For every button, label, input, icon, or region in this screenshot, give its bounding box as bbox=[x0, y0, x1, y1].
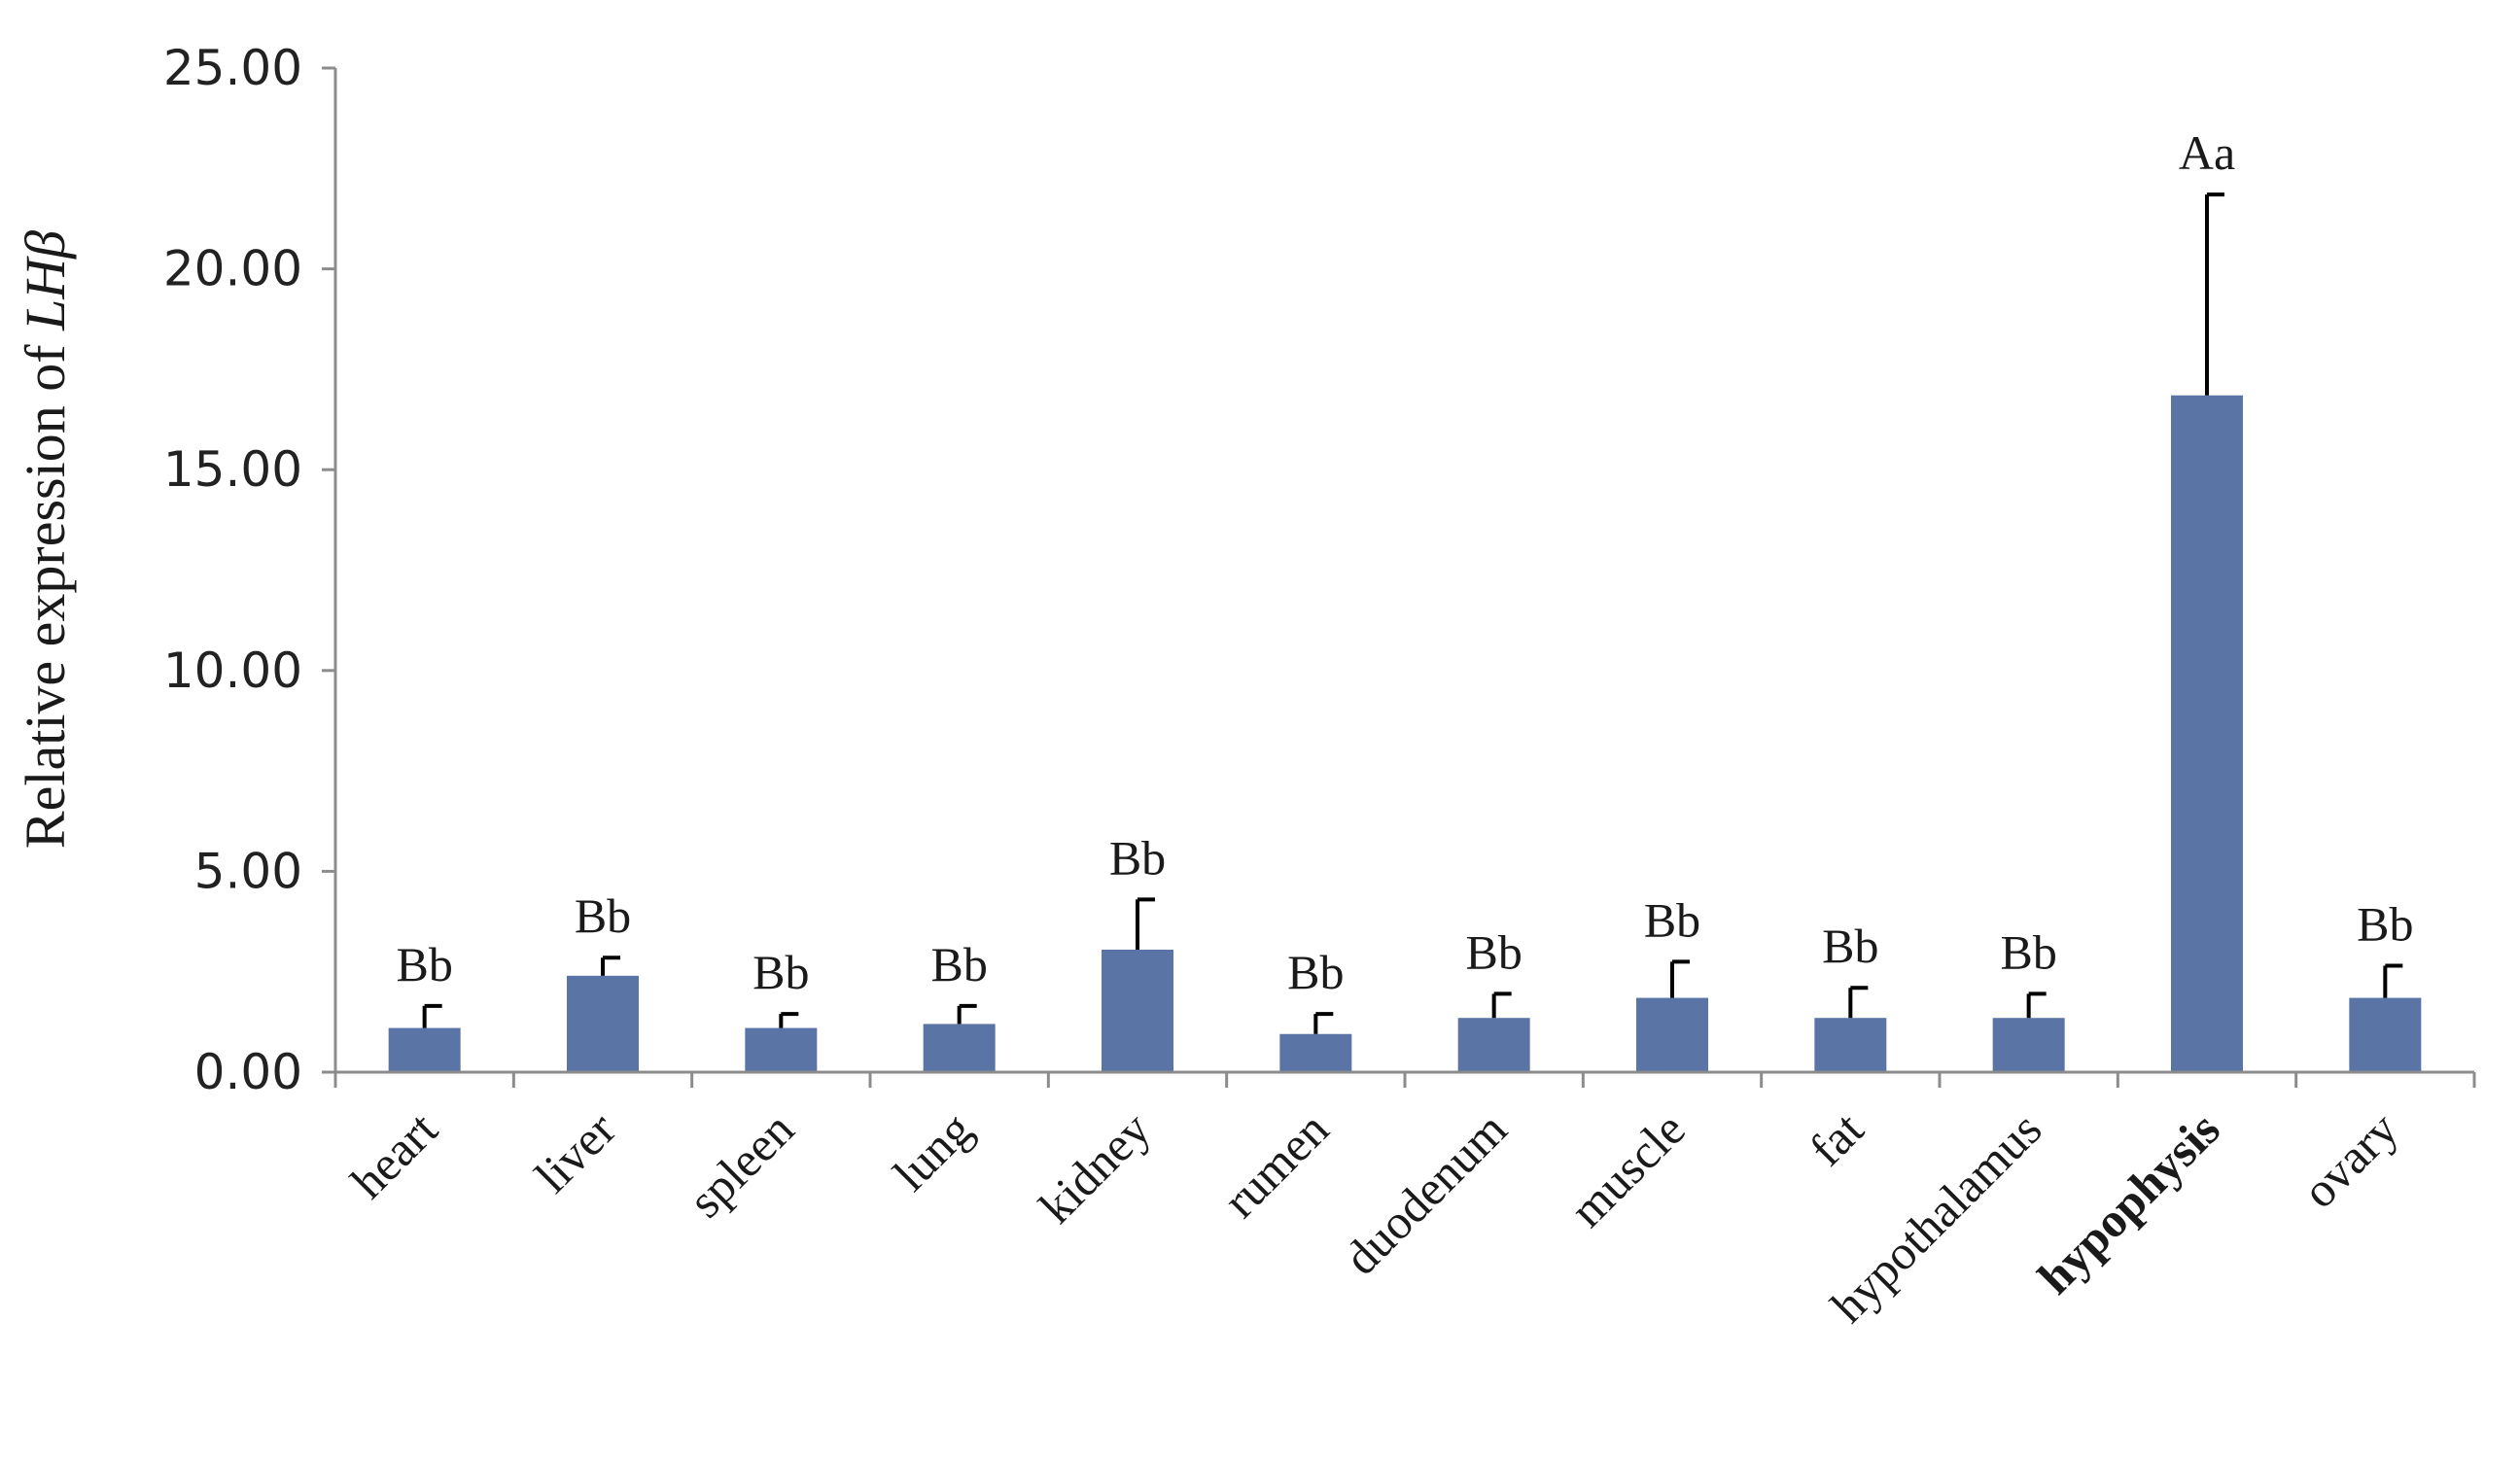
bar-muscle bbox=[1636, 997, 1708, 1072]
data-label-hypophysis: Aa bbox=[2179, 125, 2235, 180]
category-label-liver: liver bbox=[524, 1101, 626, 1203]
y-tick-label: 15.00 bbox=[163, 441, 302, 498]
category-label-ovary: ovary bbox=[2292, 1101, 2408, 1218]
bars-group bbox=[388, 395, 2422, 1072]
data-label-spleen: Bb bbox=[752, 945, 809, 999]
y-tick-label: 5.00 bbox=[194, 843, 302, 899]
data-label-kidney: Bb bbox=[1109, 830, 1166, 885]
y-tick-label: 10.00 bbox=[163, 643, 302, 699]
data-label-liver: Bb bbox=[575, 888, 631, 943]
error-bars-group bbox=[422, 192, 2403, 1034]
bar-lung bbox=[923, 1024, 996, 1072]
bar-duodenum bbox=[1457, 1018, 1530, 1072]
category-label-muscle: muscle bbox=[1559, 1101, 1696, 1237]
y-axis-title-gene: LHβ bbox=[14, 230, 77, 331]
data-label-duodenum: Bb bbox=[1465, 924, 1522, 979]
category-label-heart: heart bbox=[340, 1101, 447, 1208]
bar-hypophysis bbox=[2171, 395, 2243, 1072]
data-label-rumen: Bb bbox=[1287, 945, 1344, 999]
bar-spleen bbox=[745, 1027, 818, 1072]
bar-liver bbox=[567, 975, 639, 1072]
category-label-fat: fat bbox=[1799, 1101, 1873, 1176]
y-tick-label: 0.00 bbox=[194, 1044, 302, 1100]
data-label-hypothalamus: Bb bbox=[2000, 924, 2056, 979]
bar-ovary bbox=[2349, 997, 2422, 1072]
bar-fat bbox=[1814, 1018, 1887, 1072]
category-label-duodenum: duodenum bbox=[1334, 1101, 1518, 1285]
bar-hypothalamus bbox=[1992, 1018, 2065, 1072]
y-tick-label: 20.00 bbox=[163, 241, 302, 297]
data-label-lung: Bb bbox=[930, 937, 987, 991]
category-label-spleen: spleen bbox=[678, 1101, 804, 1228]
data-labels-group: Bb Bb Bb Bb Bb Bb Bb Bb Bb Bb Aa Bb bbox=[396, 125, 2413, 999]
y-axis: 0.00 5.00 10.00 15.00 20.00 25.00 bbox=[163, 40, 337, 1100]
bar-heart bbox=[388, 1027, 461, 1072]
category-label-rumen: rumen bbox=[1212, 1101, 1339, 1228]
data-label-ovary: Bb bbox=[2357, 897, 2413, 952]
category-label-kidney: kidney bbox=[1029, 1101, 1161, 1234]
data-label-fat: Bb bbox=[1822, 919, 1878, 973]
bar-kidney bbox=[1102, 949, 1173, 1072]
y-axis-title: Relative expression of LHβ bbox=[14, 230, 77, 849]
bar-rumen bbox=[1279, 1033, 1352, 1072]
x-axis bbox=[333, 1070, 2476, 1088]
category-label-hypophysis: hypophysis bbox=[2027, 1101, 2230, 1304]
category-label-lung: lung bbox=[883, 1101, 982, 1200]
data-label-muscle: Bb bbox=[1644, 892, 1700, 947]
data-label-heart: Bb bbox=[396, 937, 452, 991]
y-tick-label: 25.00 bbox=[163, 40, 302, 96]
y-axis-title-text: Relative expression of bbox=[14, 330, 77, 849]
